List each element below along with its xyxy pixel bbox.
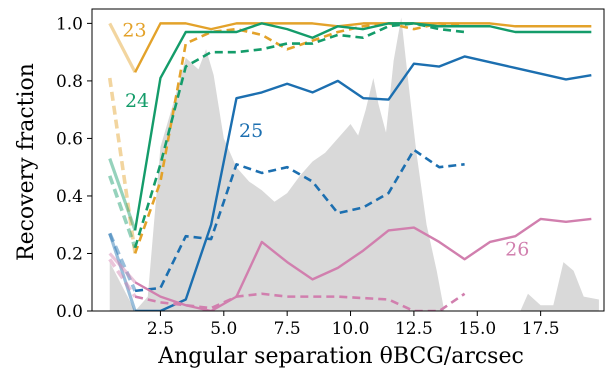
x-tick-label: 5.0 <box>210 319 237 339</box>
y-tick-label: 0.0 <box>56 302 83 322</box>
x-tick-label: 12.5 <box>395 319 433 339</box>
series-4-line <box>135 55 592 311</box>
y-tick-label: 0.2 <box>56 244 83 264</box>
series-2-line <box>133 22 592 231</box>
x-tick-label: 15.0 <box>458 319 496 339</box>
series-label-24: 24 <box>125 90 149 112</box>
series-3-lead-segment <box>108 175 137 249</box>
plot-area <box>107 17 599 311</box>
series-5-dashed-line <box>134 148 465 293</box>
series-6-lead-segment <box>108 252 137 284</box>
series-7-dashed-line <box>134 292 466 311</box>
series-6-line <box>134 217 592 311</box>
y-tick-label: 1.0 <box>56 14 83 34</box>
x-tick-label: 17.5 <box>522 319 560 339</box>
series-3-dashed-line <box>133 22 465 249</box>
y-tick-label: 0.6 <box>56 129 83 149</box>
y-axis-title: Recovery fraction <box>14 63 39 261</box>
x-tick-label: 10.0 <box>332 319 370 339</box>
axes-frame: 2.5 5.0 7.5 10.0 12.5 15.0 17.5 0.0 0.2 0.4 0.6 0.8… <box>56 8 605 339</box>
series-4-lead-segment <box>108 232 137 311</box>
series-7-lead-segment <box>108 258 137 298</box>
x-tick-label: 2.5 <box>147 319 174 339</box>
series-label-23: 23 <box>122 19 146 41</box>
series-1-dashed-line <box>133 22 465 254</box>
plot-inner <box>107 17 599 311</box>
series-label-26: 26 <box>505 238 529 260</box>
series-0-line <box>134 22 592 73</box>
axes-frame-rect <box>91 8 605 312</box>
x-axis-title: Angular separation θBCG/arcsec <box>157 344 524 369</box>
series-1-lead-segment <box>107 77 137 254</box>
background-histogram <box>109 17 599 311</box>
series-0-lead-segment <box>108 22 137 74</box>
series-2-lead-segment <box>108 158 137 231</box>
series-5-lead-segment <box>108 232 137 292</box>
series-label-25: 25 <box>239 120 263 142</box>
y-tick-label: 0.8 <box>56 72 83 92</box>
y-tick-label: 0.4 <box>56 187 83 207</box>
x-tick-label: 7.5 <box>274 319 301 339</box>
